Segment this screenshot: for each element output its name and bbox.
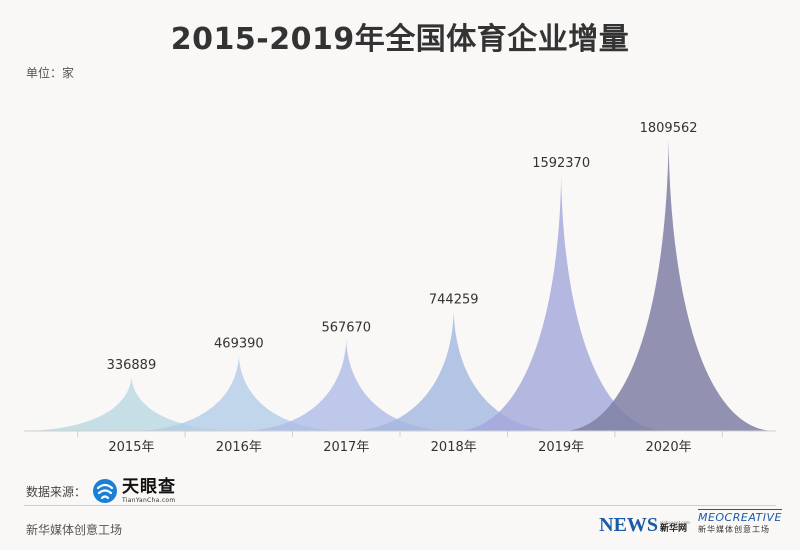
- value-label: 567670: [321, 321, 371, 336]
- peak-2019年: [456, 174, 667, 431]
- peak-2015年: [26, 376, 237, 431]
- data-source: 数据来源： 天眼查 TianYanCha.com: [26, 478, 176, 504]
- value-label: 336889: [107, 358, 157, 373]
- logo-text-en: TianYanCha.com: [122, 496, 176, 504]
- footer-credit: 新华媒体创意工场: [26, 523, 123, 537]
- tianyancha-icon: [93, 479, 118, 503]
- news-logo-mark: NEWS: [599, 514, 659, 536]
- value-label: 469390: [214, 337, 264, 352]
- peak-2020年: [563, 140, 774, 431]
- value-label: 744259: [429, 292, 479, 307]
- peak-2017年: [241, 339, 452, 431]
- category-label: 2016年: [216, 440, 262, 455]
- category-label: 2018年: [431, 440, 477, 455]
- category-label: 2020年: [646, 440, 692, 455]
- category-label: 2019年: [538, 440, 584, 455]
- peak-2018年: [348, 311, 559, 431]
- value-labels: 336889 469390 567670 744259 1592370 1809562: [107, 121, 698, 373]
- category-label: 2015年: [108, 440, 154, 455]
- unit-label: 单位：家: [26, 66, 75, 80]
- x-axis-ticks: [77, 431, 723, 437]
- meo-creative-logo: MEOCREATIVE 新华媒体创意工场: [697, 509, 782, 535]
- source-label: 数据来源：: [26, 484, 87, 499]
- logo-text-cn: 天眼查: [122, 476, 177, 497]
- chart-peaks: [26, 140, 774, 431]
- x-axis-labels: 2015年 2016年 2017年 2018年 2019年 2020年: [108, 440, 691, 455]
- footer-divider: [24, 505, 776, 506]
- news-logo-url: xinhuanet.com: [660, 520, 690, 526]
- news-logo-cn: 新华网: [660, 524, 688, 535]
- value-label: 1592370: [532, 156, 590, 171]
- xinhua-news-logo: NEWS xinhuanet.com 新华网: [599, 515, 690, 535]
- meo-logo-text: MEOCREATIVE: [697, 509, 782, 524]
- tianyancha-logo: 天眼查 TianYanCha.com: [92, 478, 176, 504]
- chart-title: 2015-2019年全国体育企业增量: [170, 22, 630, 57]
- brand-logos: NEWS xinhuanet.com 新华网 MEOCREATIVE 新华媒体创…: [599, 509, 782, 535]
- value-label: 1809562: [640, 121, 698, 136]
- category-label: 2017年: [323, 440, 369, 455]
- meo-logo-cn: 新华媒体创意工场: [697, 525, 770, 534]
- peak-2016年: [133, 355, 344, 431]
